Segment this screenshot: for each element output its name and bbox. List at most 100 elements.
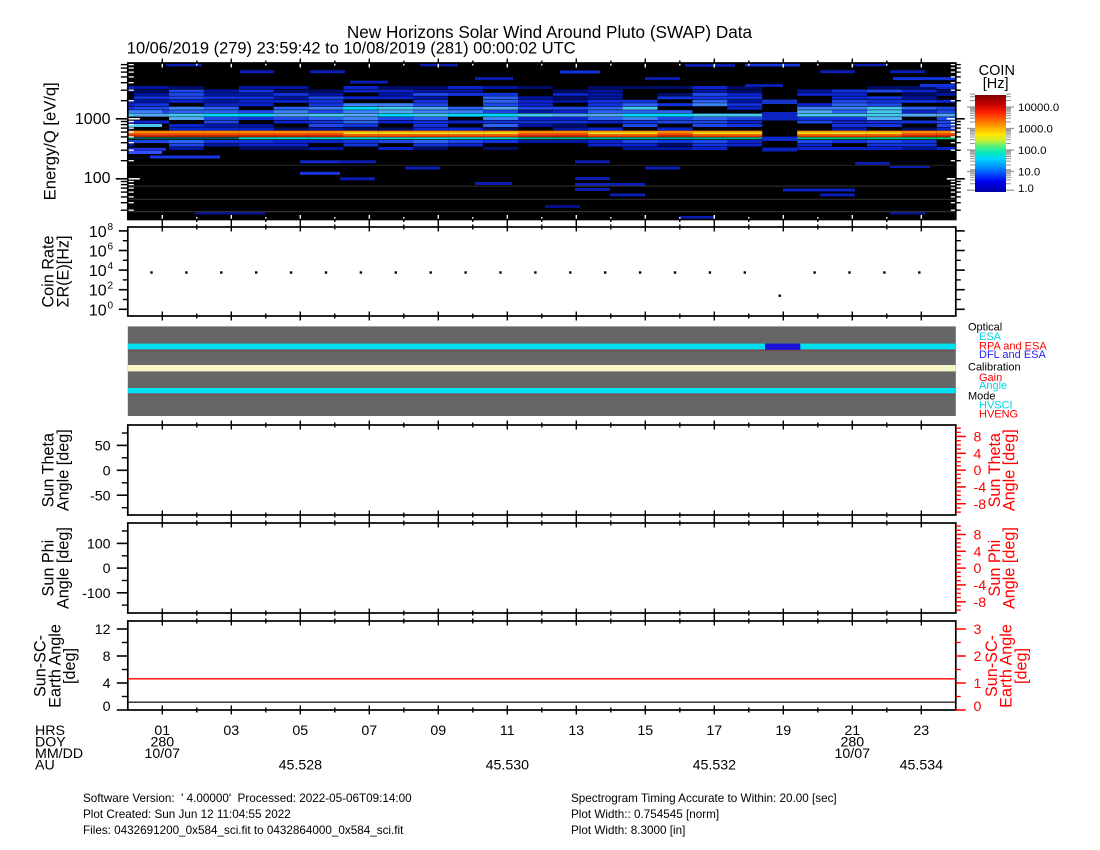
svg-text:-4: -4	[974, 578, 987, 594]
svg-text:03: 03	[223, 723, 239, 739]
svg-text:HRS: HRS	[35, 723, 65, 739]
svg-text:10/06/2019 (279) 23:59:42 to 1: 10/06/2019 (279) 23:59:42 to 10/08/2019 …	[127, 40, 576, 58]
svg-text:Sun Theta: Sun Theta	[986, 433, 1004, 507]
svg-text:Sun-SC-: Sun-SC-	[32, 635, 50, 697]
svg-text:Angle [deg]: Angle [deg]	[1001, 527, 1019, 609]
svg-text:01: 01	[154, 723, 170, 739]
svg-text:Sun Theta: Sun Theta	[40, 433, 58, 507]
svg-text:0: 0	[103, 561, 111, 577]
svg-text:10: 10	[89, 244, 107, 261]
svg-text:1: 1	[974, 676, 982, 692]
svg-text:Files: 0432691200_0x584_sci.fi: Files: 0432691200_0x584_sci.fit to 04328…	[83, 824, 404, 837]
svg-text:Coin Rate: Coin Rate	[40, 236, 58, 308]
svg-text:17: 17	[706, 723, 722, 739]
svg-text:RPA and ESA: RPA and ESA	[979, 341, 1047, 353]
svg-text:HVENG: HVENG	[979, 409, 1018, 421]
svg-text:New Horizons Solar Wind Around: New Horizons Solar Wind Around Pluto (SW…	[347, 22, 753, 42]
svg-text:4: 4	[974, 446, 982, 462]
svg-text:Sun Phi: Sun Phi	[40, 540, 58, 597]
svg-text:Sun Phi: Sun Phi	[986, 540, 1004, 597]
svg-text:1.0: 1.0	[1018, 183, 1034, 195]
svg-text:2: 2	[108, 281, 114, 292]
svg-text:-100: -100	[82, 586, 111, 602]
svg-text:12: 12	[95, 622, 111, 638]
svg-text:[Hz]: [Hz]	[983, 76, 1009, 92]
svg-text:100.0: 100.0	[1018, 145, 1047, 157]
svg-text:0: 0	[108, 300, 114, 311]
svg-text:10000.0: 10000.0	[1018, 102, 1059, 114]
svg-text:21: 21	[844, 723, 860, 739]
svg-text:AU: AU	[35, 758, 55, 774]
svg-text:Plot Created: Sun Jun 12 11:04: Plot Created: Sun Jun 12 11:04:55 2022	[83, 808, 291, 821]
svg-text:07: 07	[361, 723, 377, 739]
svg-text:1000.0: 1000.0	[1018, 124, 1053, 136]
svg-text:Software Version: ' 4.00000': Software Version: ' 4.00000' Processed: …	[83, 792, 412, 805]
svg-text:10/07: 10/07	[835, 746, 871, 762]
svg-text:280: 280	[840, 735, 864, 751]
svg-text:05: 05	[292, 723, 308, 739]
svg-text:0: 0	[974, 699, 982, 715]
svg-text:ESA: ESA	[979, 331, 1002, 343]
svg-text:8: 8	[974, 528, 982, 544]
svg-text:[deg]: [deg]	[61, 648, 79, 684]
svg-text:8: 8	[974, 430, 982, 446]
svg-text:-50: -50	[90, 488, 111, 504]
svg-text:10: 10	[89, 302, 107, 319]
svg-text:Gain: Gain	[979, 372, 1002, 384]
svg-text:0: 0	[103, 699, 111, 715]
svg-text:6: 6	[108, 242, 114, 253]
svg-text:13: 13	[568, 723, 584, 739]
svg-text:Plot Width:: 0.754545 [norm]: Plot Width:: 0.754545 [norm]	[571, 808, 719, 821]
svg-text:Optical: Optical	[968, 322, 1002, 334]
svg-text:100: 100	[87, 537, 111, 553]
svg-text:100: 100	[84, 170, 111, 187]
svg-text:280: 280	[150, 735, 174, 751]
svg-text:0: 0	[974, 463, 982, 479]
svg-text:3: 3	[974, 622, 982, 638]
svg-text:50: 50	[95, 439, 111, 455]
svg-text:-8: -8	[974, 497, 987, 513]
svg-text:19: 19	[775, 723, 791, 739]
svg-text:Earth Angle: Earth Angle	[998, 624, 1016, 708]
svg-text:45.534: 45.534	[900, 758, 944, 774]
svg-text:ΣR(E)[Hz]: ΣR(E)[Hz]	[54, 235, 72, 307]
svg-text:Mode: Mode	[968, 390, 996, 402]
svg-text:Earth Angle: Earth Angle	[46, 624, 64, 708]
svg-text:2: 2	[974, 649, 982, 665]
svg-text:10: 10	[89, 283, 107, 300]
svg-text:15: 15	[637, 723, 653, 739]
svg-text:10: 10	[89, 224, 107, 241]
svg-text:10/07: 10/07	[145, 746, 181, 762]
svg-text:Plot Width: 8.3000 [in]: Plot Width: 8.3000 [in]	[571, 824, 685, 837]
svg-text:Angle [deg]: Angle [deg]	[54, 429, 72, 511]
svg-text:Sun-SC-: Sun-SC-	[983, 635, 1001, 697]
svg-text:Angle [deg]: Angle [deg]	[1001, 429, 1019, 511]
svg-text:4: 4	[974, 544, 982, 560]
svg-text:Spectrogram Timing Accurate to: Spectrogram Timing Accurate to Within: 2…	[571, 792, 837, 805]
svg-text:1000: 1000	[75, 111, 111, 128]
svg-text:0: 0	[103, 463, 111, 479]
svg-text:Energy/Q [eV/q]: Energy/Q [eV/q]	[41, 82, 60, 200]
svg-text:23: 23	[913, 723, 929, 739]
svg-text:4: 4	[108, 261, 114, 272]
svg-text:DOY: DOY	[35, 735, 66, 751]
svg-text:Angle: Angle	[979, 380, 1007, 392]
svg-text:8: 8	[108, 222, 114, 233]
svg-text:-4: -4	[974, 480, 987, 496]
svg-text:0: 0	[974, 561, 982, 577]
svg-text:Calibration: Calibration	[968, 362, 1021, 374]
svg-text:45.530: 45.530	[486, 758, 530, 774]
svg-text:4: 4	[103, 676, 111, 692]
svg-text:10.0: 10.0	[1018, 167, 1040, 179]
svg-text:HVSCI: HVSCI	[979, 399, 1013, 411]
svg-text:09: 09	[430, 723, 446, 739]
svg-text:10: 10	[89, 263, 107, 280]
svg-text:11: 11	[500, 723, 515, 739]
svg-text:45.528: 45.528	[279, 758, 323, 774]
svg-text:-8: -8	[974, 595, 987, 611]
svg-text:MM/DD: MM/DD	[35, 746, 83, 762]
svg-text:Angle [deg]: Angle [deg]	[54, 527, 72, 609]
svg-text:45.532: 45.532	[693, 758, 737, 774]
svg-text:DFL and ESA: DFL and ESA	[979, 349, 1047, 361]
svg-text:8: 8	[103, 649, 111, 665]
